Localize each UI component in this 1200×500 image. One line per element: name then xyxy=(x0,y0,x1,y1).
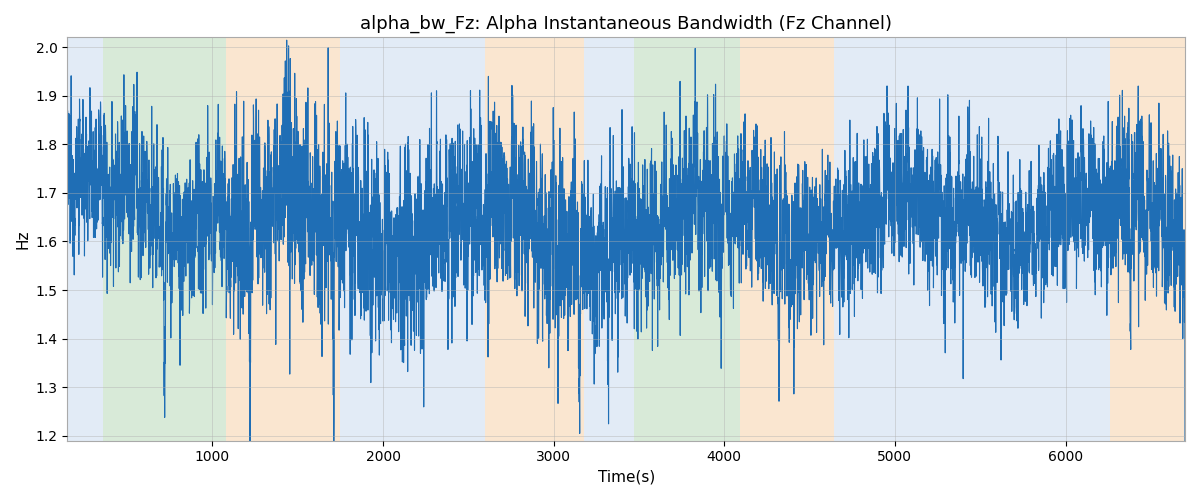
Bar xyxy=(739,38,834,440)
Bar xyxy=(67,38,103,440)
Title: alpha_bw_Fz: Alpha Instantaneous Bandwidth (Fz Channel): alpha_bw_Fz: Alpha Instantaneous Bandwid… xyxy=(360,15,893,34)
Bar xyxy=(634,38,739,440)
Bar xyxy=(226,38,341,440)
X-axis label: Time(s): Time(s) xyxy=(598,470,655,485)
Bar xyxy=(1110,38,1186,440)
Bar xyxy=(103,38,226,440)
Bar xyxy=(834,38,1110,440)
Bar xyxy=(584,38,634,440)
Bar xyxy=(486,38,584,440)
Bar xyxy=(341,38,486,440)
Y-axis label: Hz: Hz xyxy=(16,230,30,249)
